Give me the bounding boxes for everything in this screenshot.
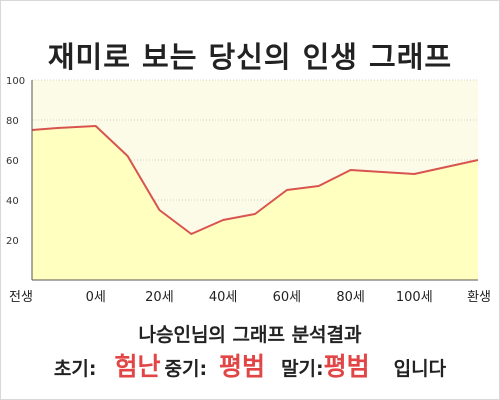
x-tick-labels: 전생 0세 20세 40세 60세 80세 100세 환생 bbox=[9, 290, 491, 305]
life-area bbox=[32, 126, 478, 280]
y-tick-label: 60 bbox=[6, 156, 19, 167]
late-value: 평범 bbox=[323, 352, 370, 381]
x-tick-label: 100세 bbox=[396, 290, 433, 305]
analysis-subtitle: 나승인님의 그래프 분석결과 bbox=[138, 324, 362, 346]
x-tick-label: 환생 bbox=[467, 290, 491, 305]
page-title: 재미로 보는 당신의 인생 그래프 bbox=[47, 40, 453, 74]
analysis-result: 초기: 험난 중기: 평범 말기:평범 입니다 bbox=[0, 347, 500, 383]
life-line bbox=[31, 125, 479, 235]
x-tick-label: 60세 bbox=[273, 290, 302, 305]
x-tick-label: 40세 bbox=[209, 290, 238, 305]
early-value: 험난 bbox=[114, 352, 161, 381]
x-tick-label: 전생 bbox=[9, 290, 33, 305]
x-tick-label: 20세 bbox=[145, 290, 174, 305]
late-label: 말기: bbox=[281, 358, 324, 380]
x-tick-label: 80세 bbox=[336, 290, 365, 305]
result-suffix: 입니다 bbox=[393, 358, 447, 380]
y-tick-label: 40 bbox=[6, 196, 19, 207]
x-tick-label: 0세 bbox=[86, 290, 106, 305]
y-tick-label: 20 bbox=[6, 236, 19, 247]
y-tick-labels: 20 40 60 80 100 bbox=[6, 76, 25, 247]
y-tick-label: 80 bbox=[6, 116, 19, 127]
middle-label: 중기: bbox=[164, 358, 208, 380]
y-tick-label: 100 bbox=[6, 76, 25, 87]
middle-value: 평범 bbox=[219, 352, 266, 381]
axes bbox=[31, 80, 478, 281]
early-label: 초기: bbox=[53, 358, 97, 380]
